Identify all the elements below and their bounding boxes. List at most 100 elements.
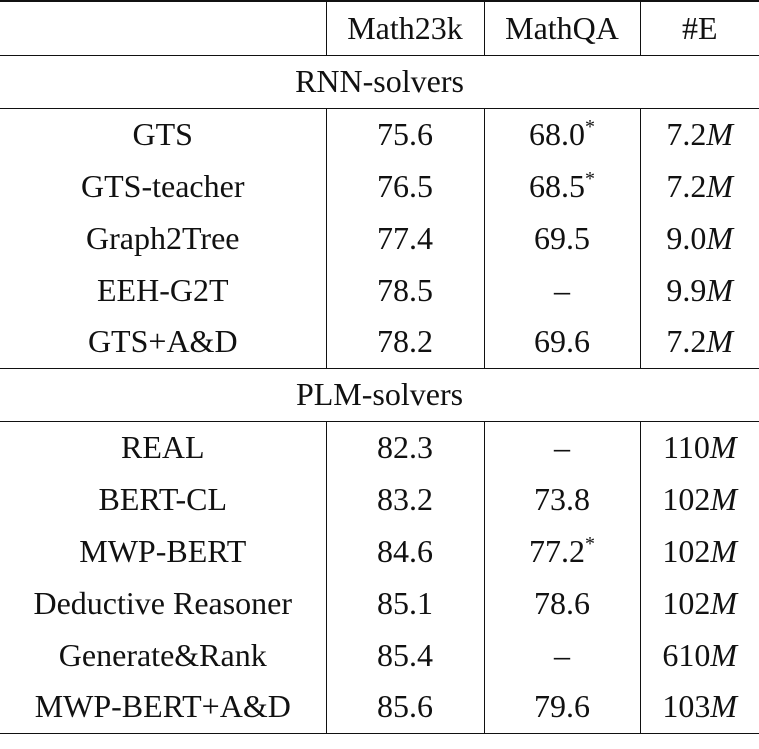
params-number: 7.2 [666, 167, 707, 204]
math23k-cell: 75.6 [325, 108, 484, 160]
model-name-cell: Graph2Tree [86, 219, 240, 256]
section-title: PLM-solvers [0, 368, 759, 422]
math23k-cell: 77.4 [325, 212, 484, 264]
mathqa-value: 79.6 [534, 688, 590, 725]
math23k-cell: 85.6 [325, 681, 484, 734]
params-number: 9.0 [666, 219, 707, 256]
table-row: GTS 75.6 68.0* 7.2M [0, 108, 759, 160]
section-title: RNN-solvers [0, 55, 759, 109]
mathqa-cell: 78.6 [483, 577, 640, 629]
params-unit: M [706, 323, 734, 360]
mathqa-cell: – [483, 264, 640, 316]
params-unit: M [706, 271, 734, 308]
params-cell: 103M [639, 681, 759, 734]
math23k-cell: 82.3 [325, 421, 484, 473]
params-cell: 9.0M [639, 212, 759, 264]
mathqa-value: 68.0 [529, 115, 585, 152]
mathqa-value: 77.2 [529, 532, 585, 569]
math23k-cell: 76.5 [325, 160, 484, 212]
params-number: 610 [662, 636, 711, 673]
table-row: MWP-BERT 84.6 77.2* 102M [0, 525, 759, 577]
params-number: 7.2 [666, 115, 707, 152]
table-row: Deductive Reasoner 85.1 78.6 102M [0, 577, 759, 629]
mathqa-value: 68.5 [529, 167, 585, 204]
model-name-cell: MWP-BERT [79, 532, 247, 569]
math23k-cell: 84.6 [325, 525, 484, 577]
params-unit: M [710, 584, 738, 621]
table-row: Generate&Rank 85.4 – 610M [0, 629, 759, 681]
table-body: RNN-solvers GTS 75.6 68.0* 7.2M GTS-teacher 76… [0, 55, 759, 734]
model-name-cell: GTS+A&D [0, 316, 326, 369]
params-cell: 102M [639, 577, 759, 629]
mathqa-value: – [554, 428, 570, 465]
model-name-cell: GTS [132, 115, 193, 152]
params-unit: M [710, 480, 738, 517]
math23k-cell: 78.5 [325, 264, 484, 316]
asterisk-marker: * [585, 532, 595, 555]
asterisk-marker: * [585, 167, 595, 190]
params-unit: M [710, 532, 738, 569]
params-cell: 7.2M [639, 108, 759, 160]
mathqa-cell: – [483, 421, 640, 473]
table-row: EEH-G2T 78.5 – 9.9M [0, 264, 759, 316]
mathqa-cell: 68.5* [483, 160, 640, 212]
params-cell: 102M [639, 473, 759, 525]
params-unit: M [710, 636, 738, 673]
params-number: 102 [662, 584, 711, 621]
params-unit: M [706, 115, 734, 152]
math23k-cell: 85.1 [325, 577, 484, 629]
section-header-row: PLM-solvers [0, 368, 759, 422]
mathqa-cell: 79.6 [483, 681, 640, 734]
params-cell: 102M [639, 525, 759, 577]
section-header-row: RNN-solvers [0, 55, 759, 109]
params-cell: 7.2M [639, 160, 759, 212]
table-row: MWP-BERT+A&D 85.6 79.6 103M [0, 681, 759, 734]
header-row: Math23k MathQA #E [0, 0, 759, 56]
table-row: Graph2Tree 77.4 69.5 9.0M [0, 212, 759, 264]
mathqa-cell: 69.5 [483, 212, 640, 264]
params-number: 102 [662, 532, 711, 569]
params-cell: 9.9M [639, 264, 759, 316]
params-unit: M [709, 428, 737, 465]
table-row: REAL 82.3 – 110M [0, 421, 759, 473]
params-cell: 610M [639, 629, 759, 681]
mathqa-value: 69.5 [534, 219, 590, 256]
header-mathqa: MathQA [483, 0, 640, 56]
header-params: #E [639, 0, 759, 56]
params-number: 9.9 [666, 271, 707, 308]
mathqa-cell: – [483, 629, 640, 681]
mathqa-value: – [554, 636, 570, 673]
mathqa-value: 78.6 [534, 584, 590, 621]
math23k-cell: 83.2 [325, 473, 484, 525]
mathqa-cell: 73.8 [483, 473, 640, 525]
asterisk-marker: * [585, 115, 595, 138]
mathqa-cell: 69.6 [483, 316, 640, 369]
params-unit: M [706, 167, 734, 204]
mathqa-value: 69.6 [534, 323, 590, 360]
mathqa-value: – [554, 271, 570, 308]
table-row: BERT-CL 83.2 73.8 102M [0, 473, 759, 525]
mathqa-cell: 77.2* [483, 525, 640, 577]
params-number: 110 [663, 428, 710, 465]
params-number: 102 [662, 480, 711, 517]
math23k-cell: 78.2 [325, 316, 484, 369]
model-name-cell: GTS-teacher [81, 167, 245, 204]
mathqa-value: 73.8 [534, 480, 590, 517]
table-row: GTS-teacher 76.5 68.5* 7.2M [0, 160, 759, 212]
params-unit: M [710, 688, 738, 725]
header-model [0, 0, 326, 56]
params-number: 7.2 [666, 323, 707, 360]
params-unit: M [706, 219, 734, 256]
model-name-cell: MWP-BERT+A&D [0, 681, 326, 734]
mathqa-cell: 68.0* [483, 108, 640, 160]
model-name-cell: REAL [120, 428, 205, 465]
model-name-cell: Deductive Reasoner [33, 584, 293, 621]
model-name-cell: BERT-CL [98, 480, 227, 517]
params-cell: 7.2M [639, 316, 759, 369]
params-number: 103 [662, 688, 711, 725]
results-table: Math23k MathQA #E RNN-solvers GTS 75.6 68.0… [0, 0, 759, 734]
model-name-cell: EEH-G2T [96, 271, 229, 308]
params-cell: 110M [639, 421, 759, 473]
math23k-cell: 85.4 [325, 629, 484, 681]
table-row: GTS+A&D 78.2 69.6 7.2M [0, 316, 759, 369]
